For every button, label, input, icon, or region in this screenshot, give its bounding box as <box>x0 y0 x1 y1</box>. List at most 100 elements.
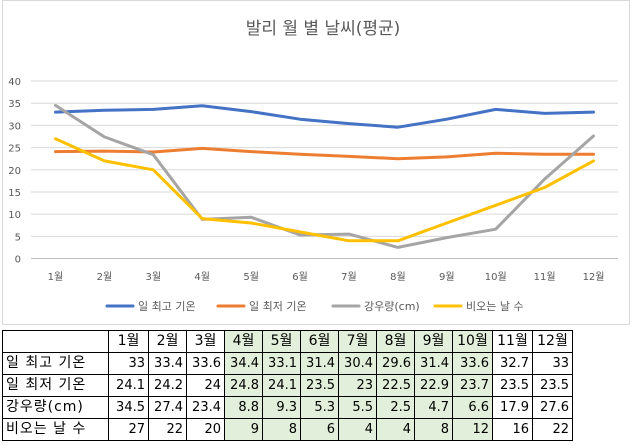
table-cell: 34.4 <box>224 352 263 375</box>
table-cell: 24.2 <box>148 374 187 397</box>
legend-label: 일 최고 기온 <box>138 299 196 313</box>
table-cell: 30.4 <box>338 352 377 375</box>
table-header-cell: 7월 <box>338 330 377 353</box>
x-tick-label: 7월 <box>341 271 357 283</box>
table-cell: 23.7 <box>452 374 493 397</box>
table-cell: 27.4 <box>148 396 187 419</box>
table-cell: 31.4 <box>414 352 453 375</box>
table-row: 비오는 날 수 27 22 20 9 8 6 4 4 8 12 16 22 <box>2 418 573 441</box>
legend-label: 비오는 날 수 <box>466 300 524 313</box>
table-cell: 2.5 <box>376 396 415 419</box>
table-cell: 24.1 <box>108 374 149 397</box>
table-cell: 33 <box>108 352 149 375</box>
table-cell: 31.4 <box>300 352 339 375</box>
table-cell: 33.4 <box>148 352 187 375</box>
table-cell: 23.5 <box>300 374 339 397</box>
legend: 일 최고 기온 일 최저 기온 강우량(cm) 비오는 날 수 <box>105 299 524 313</box>
legend-label: 일 최저 기온 <box>249 299 307 313</box>
table-header-cell: 12월 <box>532 330 573 353</box>
table-row-label: 강우량(cm) <box>2 396 109 419</box>
x-tick-label: 11월 <box>534 271 556 283</box>
table-cell: 5.5 <box>338 396 377 419</box>
table-cell: 29.6 <box>376 352 415 375</box>
table-cell: 27 <box>108 418 149 441</box>
table-cell: 8.8 <box>224 396 263 419</box>
table-cell: 32.7 <box>492 352 533 375</box>
table-header-cell: 2월 <box>148 330 187 353</box>
y-tick-label: 15 <box>8 188 21 199</box>
table-row-label: 일 최고 기온 <box>2 352 109 375</box>
table-row: 일 최고 기온 33 33.4 33.6 34.4 33.1 31.4 30.4 29.6 31.… <box>2 352 573 375</box>
table-cell: 4.7 <box>414 396 453 419</box>
table-cell: 22 <box>148 418 187 441</box>
x-tick-label: 6월 <box>292 271 308 283</box>
x-tick-label: 5월 <box>243 271 259 283</box>
table-cell: 6 <box>300 418 339 441</box>
table-cell: 16 <box>492 418 533 441</box>
x-tick-label: 9월 <box>439 271 455 283</box>
table-header-cell: 11월 <box>492 330 533 353</box>
x-tick-label: 2월 <box>97 271 113 283</box>
table-header-cell: 6월 <box>300 330 339 353</box>
table-header-cell: 5월 <box>262 330 301 353</box>
table-cell: 24 <box>186 374 225 397</box>
chart-area: 발리 월 별 날씨(평균) 0 5 10 15 20 25 30 35 40 1월 2월 3월 4월 5… <box>2 0 630 325</box>
series-line-1 <box>54 104 595 129</box>
table-header-row: 1월 2월 3월 4월 5월 6월 7월 8월 9월 10월 11월 12월 <box>2 330 573 353</box>
gridlines <box>31 80 618 259</box>
table-cell: 8 <box>414 418 453 441</box>
y-tick-label: 30 <box>8 121 21 132</box>
x-axis-ticks: 1월 2월 3월 4월 5월 6월 7월 8월 9월 10월 11월 12월 <box>48 271 605 283</box>
table-cell: 23.5 <box>492 374 533 397</box>
series-line-3 <box>54 103 595 249</box>
table-row: 강우량(cm) 34.5 27.4 23.4 8.8 9.3 5.3 5.5 2.5 4.7 6.6… <box>2 396 573 419</box>
table-cell: 20 <box>186 418 225 441</box>
table-cell: 22 <box>532 418 573 441</box>
table-cell: 33 <box>532 352 573 375</box>
table-cell: 5.3 <box>300 396 339 419</box>
table-cell: 8 <box>262 418 301 441</box>
y-tick-label: 40 <box>8 77 21 88</box>
y-axis-ticks: 0 5 10 15 20 25 30 35 40 <box>8 77 21 266</box>
table-header-cell <box>2 330 109 353</box>
table-header-cell: 8월 <box>376 330 415 353</box>
x-tick-label: 8월 <box>390 271 406 283</box>
y-tick-label: 20 <box>8 166 21 177</box>
table-header-cell: 10월 <box>452 330 493 353</box>
table-cell: 24.1 <box>262 374 301 397</box>
table-cell: 9 <box>224 418 263 441</box>
table-row-label: 일 최저 기온 <box>2 374 109 397</box>
table-row: 일 최저 기온 24.1 24.2 24 24.8 24.1 23.5 23 22.5 22.9 2… <box>2 374 573 397</box>
table-cell: 33.6 <box>186 352 225 375</box>
table-cell: 17.9 <box>492 396 533 419</box>
table-header-cell: 3월 <box>186 330 225 353</box>
x-tick-label: 12월 <box>583 271 605 283</box>
table-cell: 6.6 <box>452 396 493 419</box>
table-cell: 4 <box>376 418 415 441</box>
table-cell: 23.4 <box>186 396 225 419</box>
y-tick-label: 5 <box>15 232 21 243</box>
x-tick-label: 3월 <box>146 271 162 283</box>
y-tick-label: 10 <box>8 210 21 221</box>
table-header-cell: 4월 <box>224 330 263 353</box>
x-tick-label: 4월 <box>194 271 210 283</box>
table-row-label: 비오는 날 수 <box>2 418 109 441</box>
series-line-4 <box>54 137 595 243</box>
y-tick-label: 0 <box>15 255 21 266</box>
table-cell: 23 <box>338 374 377 397</box>
table-cell: 24.8 <box>224 374 263 397</box>
y-tick-label: 25 <box>8 144 21 155</box>
table-cell: 34.5 <box>108 396 149 419</box>
table-header-cell: 9월 <box>414 330 453 353</box>
y-tick-label: 35 <box>8 99 21 110</box>
series-lines <box>54 103 595 249</box>
table-cell: 12 <box>452 418 493 441</box>
table-cell: 4 <box>338 418 377 441</box>
table-cell: 22.9 <box>414 374 453 397</box>
table-cell: 33.1 <box>262 352 301 375</box>
data-table: 1월 2월 3월 4월 5월 6월 7월 8월 9월 10월 11월 12월 일 최고 기온 33 33.4… <box>2 330 573 441</box>
table-header-cell: 1월 <box>108 330 149 353</box>
table-cell: 33.6 <box>452 352 493 375</box>
line-chart: 발리 월 별 날씨(평균) 0 5 10 15 20 25 30 35 40 1월 2월 3월 4월 5… <box>8 19 618 313</box>
table-cell: 27.6 <box>532 396 573 419</box>
